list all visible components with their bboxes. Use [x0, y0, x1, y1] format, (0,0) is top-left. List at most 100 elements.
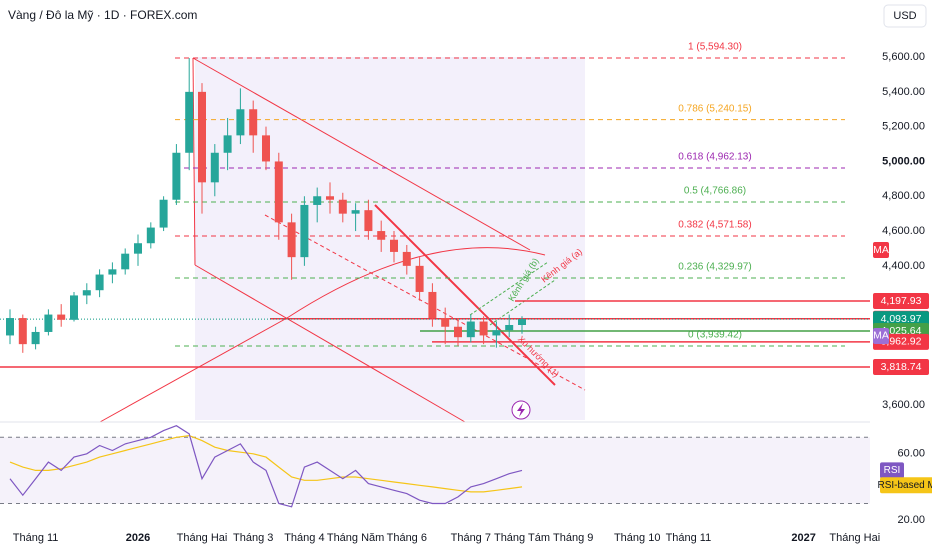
rsi-band — [0, 437, 870, 504]
price-tag: 4,197.93 — [881, 295, 922, 307]
x-tick-label: Tháng Năm — [327, 532, 384, 544]
x-tick-label: Tháng 3 — [233, 532, 273, 544]
price-tag: 3,962.92 — [881, 336, 922, 348]
y-tick-label: 4,600.00 — [882, 225, 925, 237]
candle-body — [82, 290, 91, 296]
price-tag: MA — [873, 244, 889, 256]
x-tick-label: Tháng Hai — [177, 532, 228, 544]
candle-body — [57, 314, 66, 320]
y-tick-label: 5,600.00 — [882, 51, 925, 63]
currency: USD — [893, 10, 916, 22]
candle-body — [454, 326, 462, 338]
candle-body — [300, 204, 309, 258]
candle-body — [6, 318, 14, 336]
candle-body — [492, 330, 501, 336]
currency-box[interactable] — [883, 4, 927, 28]
candle-body — [134, 243, 142, 254]
channel-line — [194, 264, 466, 423]
candle-body — [364, 210, 373, 232]
channel-line — [192, 57, 196, 266]
price-tag: 4,093.97 — [881, 313, 922, 325]
price-tag-box — [873, 327, 889, 344]
candle-body — [518, 319, 526, 326]
price-tag-box — [873, 358, 929, 375]
rsi-tag: RSI — [884, 465, 901, 476]
x-tick-label: 2026 — [126, 532, 150, 544]
candle-body — [415, 265, 424, 292]
candle-body — [210, 152, 219, 183]
candle-body — [338, 199, 347, 214]
y-tick-label: 3,600.00 — [882, 399, 925, 411]
fib-label: 0.5 (4,766.86) — [684, 186, 746, 197]
x-tick-label: Tháng 6 — [387, 532, 427, 544]
price-tag: MA — [873, 330, 889, 342]
candle-body — [159, 199, 168, 228]
channel-b — [469, 261, 549, 316]
candle-body — [390, 239, 398, 252]
fib-label: 0.786 (5,240.15) — [678, 103, 751, 114]
rsi-tag: RSI-based MA — [877, 480, 932, 491]
candle-body — [479, 321, 488, 336]
x-tick-label: Tháng 11 — [13, 532, 59, 544]
x-tick-label: Tháng 10 — [614, 532, 660, 544]
rsi-ma-line — [9, 434, 523, 493]
fib-label: 0.618 (4,962.13) — [678, 152, 751, 163]
x-tick-label: Tháng Tám — [494, 532, 550, 544]
candle-body — [274, 161, 283, 223]
fib-label: 0 (3,939.42) — [688, 330, 742, 341]
rsi-tag-box — [880, 477, 932, 494]
trend-line — [374, 204, 556, 386]
candle-body — [326, 196, 334, 200]
x-tick-label: 2027 — [791, 532, 815, 544]
candle-body — [351, 210, 360, 214]
rsi-line — [9, 425, 523, 508]
candle-body — [287, 222, 296, 258]
y-tick-label: 4,400.00 — [882, 260, 925, 272]
candle-body — [236, 109, 245, 136]
candle-body — [185, 91, 194, 153]
arc-line — [99, 247, 546, 423]
candle-body — [223, 135, 232, 153]
candle-body — [249, 109, 258, 136]
x-tick-label: Tháng 4 — [284, 532, 324, 544]
price-tag: 3,818.74 — [881, 361, 922, 373]
candle-body — [31, 331, 40, 345]
fib-label: 0.382 (4,571.58) — [678, 220, 751, 231]
candle-body — [402, 251, 411, 266]
channel-b — [489, 279, 556, 326]
rsi-tag-box — [880, 462, 904, 479]
range-shade — [195, 57, 585, 420]
candle-body — [44, 314, 53, 332]
x-tick-label: Tháng 9 — [553, 532, 593, 544]
candle-body — [95, 274, 104, 291]
candle-body — [198, 91, 206, 183]
channel-line — [192, 57, 531, 251]
fib-label: 0.236 (4,329.97) — [678, 262, 751, 273]
candle-body — [70, 295, 78, 320]
y-tick-label: 5,200.00 — [882, 121, 925, 133]
y-tick-label: 5,400.00 — [882, 86, 925, 98]
alert-icon-glyph — [517, 403, 525, 417]
y-tick-label: 4,800.00 — [882, 190, 925, 202]
price-tag-box — [873, 242, 889, 259]
candle-body — [18, 318, 27, 345]
price-tag: 4,025.64 — [881, 325, 922, 337]
candle-body — [146, 227, 155, 244]
x-tick-label: Tháng 11 — [666, 532, 712, 544]
chart-title: Vàng / Đô la Mỹ · 1D · FOREX.com — [8, 8, 197, 22]
candle-body — [377, 231, 386, 240]
candle-body — [313, 196, 322, 205]
rsi-tick-label: 20.00 — [897, 514, 925, 526]
candle-body — [441, 318, 450, 327]
candle-body — [466, 321, 475, 338]
candle-body — [505, 325, 514, 331]
price-tag-box — [873, 293, 929, 310]
candle-body — [108, 269, 117, 275]
candle-body — [121, 253, 130, 270]
candle-body — [172, 152, 181, 200]
fib-label: 1 (5,594.30) — [688, 42, 742, 53]
x-tick-label: Tháng 7 — [451, 532, 491, 544]
candle-body — [428, 291, 437, 319]
y-tick-label: 5,000.00 — [882, 155, 925, 167]
